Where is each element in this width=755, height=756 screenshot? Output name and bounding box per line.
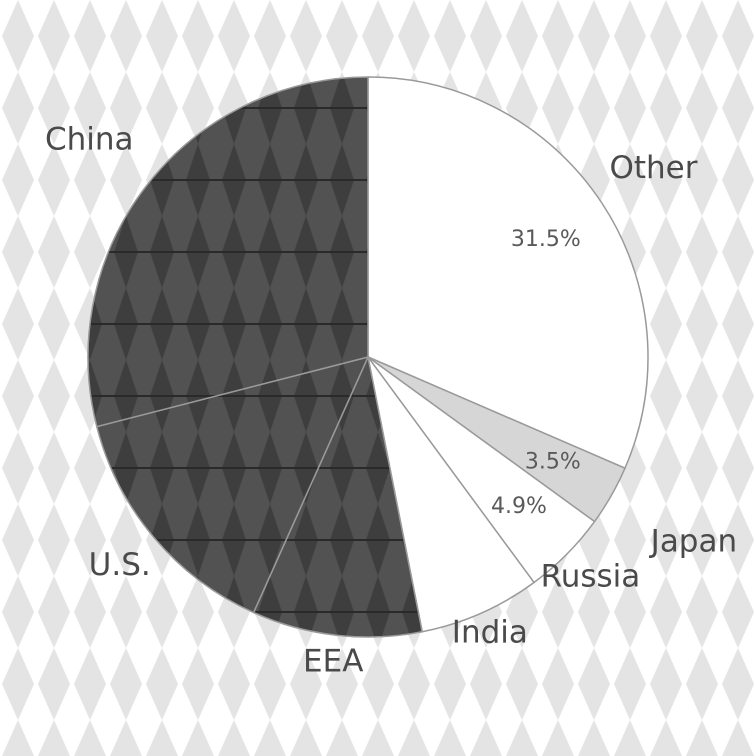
slice-label-japan: Japan: [649, 523, 737, 559]
slice-label-china: China: [45, 121, 134, 157]
pie-slice-eea: [252, 354, 424, 638]
pie-slice-other: [367, 76, 649, 470]
slice-label-other: Other: [609, 150, 697, 186]
pie-slices: [87, 76, 649, 638]
slice-value-japan: 3.5%: [525, 449, 581, 474]
slice-label-russia: Russia: [541, 559, 641, 595]
slice-label-eea: EEA: [303, 644, 363, 680]
pie-slice-u-s: [95, 355, 370, 614]
pie-labels: Other 31.5% Japan 3.5% Russia 4.9% India EEA U.S…: [45, 121, 737, 679]
slice-value-russia: 4.9%: [491, 494, 547, 519]
pie-slice-india: [367, 356, 536, 633]
pie-slice-china: [87, 76, 369, 428]
slice-label-india: India: [452, 614, 528, 650]
slice-value-other: 31.5%: [511, 227, 581, 252]
slice-label-u-s: U.S.: [89, 547, 151, 583]
